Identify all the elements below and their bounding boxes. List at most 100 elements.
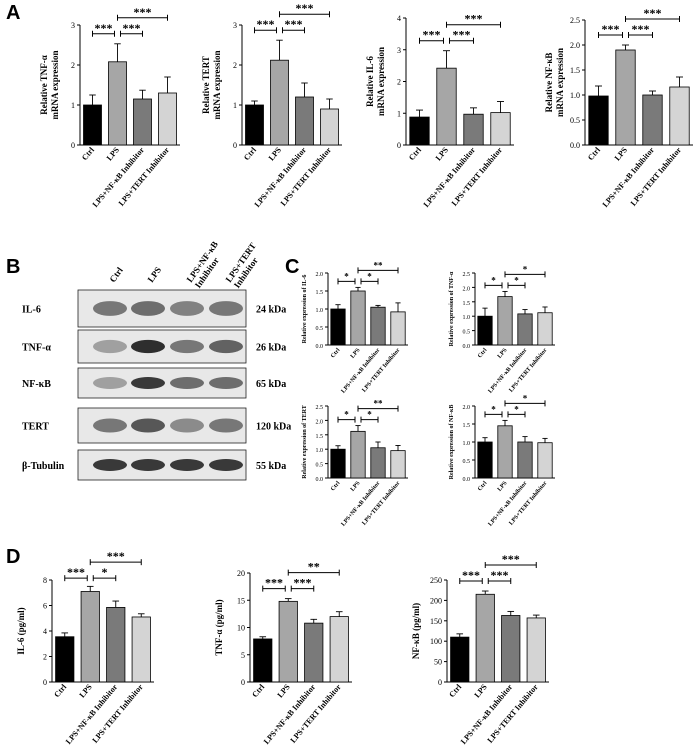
y-tick-label: 3 [233, 21, 237, 30]
significance-label: * [523, 264, 528, 274]
bar-3 [370, 306, 386, 346]
significance-label: *** [502, 552, 520, 566]
x-tick-label-group: Ctrl [330, 480, 342, 492]
bar-3 [517, 441, 533, 479]
x-tick-label: LPS+TERT Inhibitor [279, 145, 334, 208]
blot-band [93, 459, 127, 471]
x-tick-label: LPS [434, 145, 451, 162]
x-tick-label-group: LPS+TERT Inhibitor [279, 145, 334, 208]
x-tick-label: LPS [350, 480, 362, 493]
x-tick-label: Ctrl [407, 145, 424, 162]
y-axis-label: NF-κB (pg/ml) [411, 603, 421, 659]
y-tick-label: 150 [430, 617, 442, 626]
blot-band [131, 377, 165, 389]
bar-4 [537, 442, 553, 479]
significance-label: *** [294, 576, 312, 590]
x-tick-label: LPS+TERT Inhibitor [289, 682, 344, 745]
bar-3 [370, 447, 386, 479]
x-tick-label: LPS [472, 682, 489, 699]
y-tick-label: 2.5 [316, 405, 324, 411]
bar-3 [133, 98, 152, 146]
significance-label: * [491, 275, 496, 285]
bar-4 [320, 108, 339, 146]
panel-letter-b: B [6, 256, 21, 278]
blot-band [209, 418, 243, 433]
y-tick-label: 200 [430, 596, 442, 605]
y-tick-label: 250 [430, 576, 442, 585]
x-tick-label-group: LPS+TERT Inhibitor [289, 682, 344, 745]
y-tick-label: 1 [397, 109, 401, 118]
bar-2 [615, 49, 636, 146]
blot-band [209, 339, 243, 354]
y-axis-label-text: TNF-α (pg/ml) [214, 599, 224, 655]
blot-band [170, 301, 204, 316]
x-tick-label-group: Ctrl [330, 347, 342, 359]
y-tick-label: 0.0 [316, 344, 324, 350]
bar-2 [80, 591, 100, 683]
significance-label: *** [491, 568, 509, 582]
y-axis-label: Relative expression of IL-6 [302, 275, 308, 344]
bar-1 [450, 636, 470, 683]
significance-label: *** [265, 576, 283, 590]
y-axis-label: Relative expression of TNF-α [449, 271, 455, 346]
bar-4 [390, 311, 406, 346]
bar-3 [501, 615, 521, 683]
bar-1 [477, 315, 493, 346]
y-tick-label: 1.0 [316, 448, 324, 454]
bar-3 [463, 113, 484, 146]
bar-chart-7: 0.0 0.5 1.0 1.5 2.0 2.5 Relative expression of… [302, 399, 408, 528]
y-tick-label: 1.5 [316, 434, 324, 440]
x-tick-label-group: Ctrl [407, 145, 424, 162]
bar-4 [329, 616, 349, 683]
y-tick-label: 8 [43, 576, 47, 585]
y-tick-label: 1 [233, 101, 237, 110]
x-tick-label: Ctrl [477, 480, 489, 492]
bar-3 [304, 622, 324, 683]
x-tick-label: LPS+NF-κB Inhibitor [341, 347, 382, 394]
y-tick-label: 0.5 [316, 326, 324, 332]
y-tick-label: 2.0 [463, 405, 471, 411]
y-tick-label: 2.5 [570, 16, 580, 25]
blot-kda-label: 26 kDa [256, 343, 286, 354]
y-tick-label: 0.0 [463, 477, 471, 483]
significance-label: * [344, 271, 349, 281]
y-tick-label: 0.5 [570, 116, 580, 125]
y-axis-label-line2: mRNA expression [212, 50, 222, 119]
x-tick-label-group: LPS [105, 145, 122, 162]
y-axis-label: TNF-α (pg/ml) [214, 599, 224, 655]
x-tick-label-group: LPS+NF-κB Inhibitor [422, 145, 478, 209]
panel-letter-a: A [6, 2, 21, 24]
y-tick-label: 2.0 [570, 41, 580, 50]
x-tick-label-group: LPS+TERT Inhibitor [450, 145, 505, 208]
x-tick-label: LPS+TERT Inhibitor [361, 480, 401, 526]
significance-label: *** [134, 5, 152, 19]
y-axis-label-line2: mRNA expression [555, 48, 565, 117]
bar-1 [330, 448, 346, 479]
x-tick-label-group: Ctrl [242, 145, 259, 162]
y-tick-label: 1.5 [463, 301, 471, 307]
x-tick-label: LPS+TERT Inhibitor [486, 682, 541, 745]
x-tick-label: LPS+NF-κB Inhibitor [488, 480, 529, 527]
y-tick-label: 0.0 [316, 477, 324, 483]
y-axis-label-line1: Relative TERT [201, 56, 211, 114]
blot-lane-label-group: Ctrl [107, 265, 125, 284]
x-tick-label: LPS [497, 480, 509, 493]
y-axis-label: Relative NF-κB mRNA expression [544, 48, 565, 117]
x-tick-label: Ctrl [586, 145, 603, 162]
blot-band [131, 339, 165, 354]
y-axis-label: Relative TERT mRNA expression [201, 50, 222, 119]
bar-1 [55, 636, 75, 683]
significance-label: * [367, 410, 372, 420]
significance-label: ** [374, 399, 384, 409]
significance-label: *** [257, 17, 275, 31]
y-tick-label: 1.0 [316, 308, 324, 314]
panel-letter-c: C [285, 256, 300, 278]
x-tick-label-group: LPS+TERT Inhibitor [508, 480, 548, 526]
significance-label: *** [465, 12, 483, 26]
blot-band [131, 301, 165, 316]
x-tick-label: Ctrl [242, 145, 259, 162]
